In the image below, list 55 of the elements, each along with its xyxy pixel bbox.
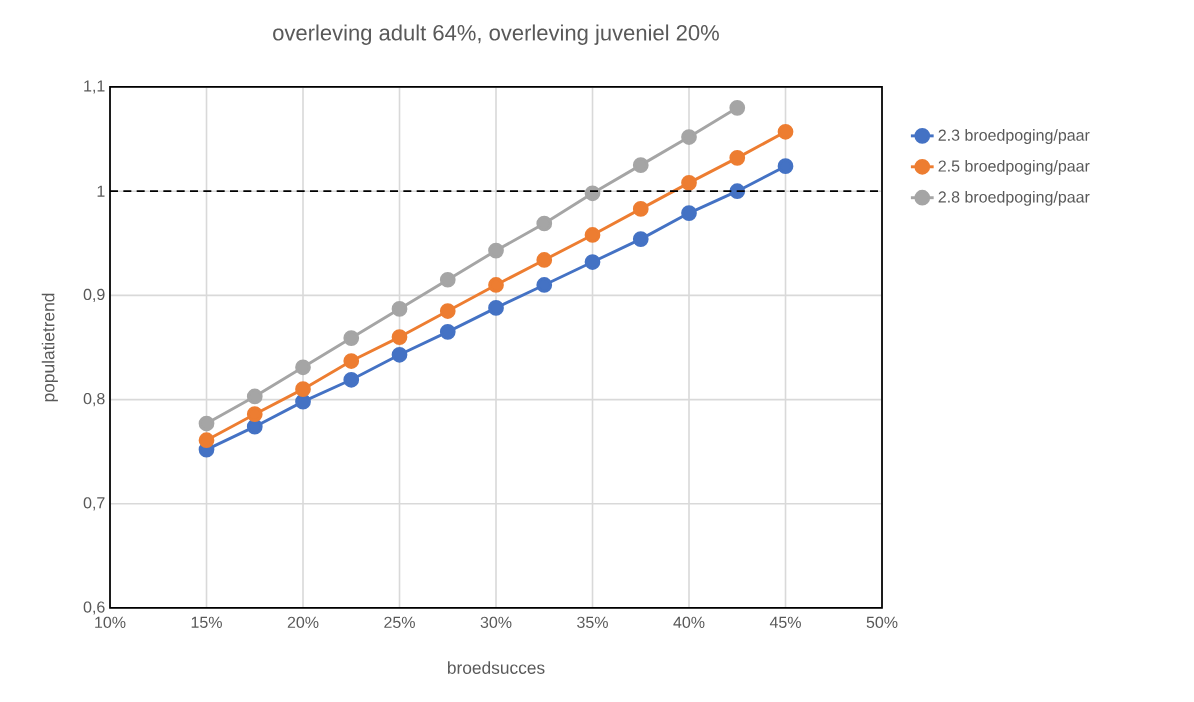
x-tick-label: 40% [673,616,705,629]
x-axis-title: broedsucces [447,661,545,674]
x-tick-label: 20% [287,616,319,629]
point [536,277,553,293]
point [681,129,697,145]
point [729,99,746,116]
y-axis-title: populatietrend [41,293,58,402]
point [729,149,746,166]
x-tick-label: 45% [769,616,801,628]
y-tick-label: 0,7 [83,497,105,511]
point [488,277,504,293]
x-tick-label: 25% [384,616,415,629]
point [584,254,601,270]
point [439,323,456,340]
legend-label: 2.8 broedpoging/paar [938,190,1090,206]
y-tick-label: 0,8 [83,392,105,407]
x-tick-label: 50% [866,616,898,629]
x-tick-label: 30% [480,616,512,629]
point [391,301,408,317]
point [584,227,601,243]
point [391,329,408,345]
point [198,432,215,449]
point [488,300,504,316]
point [343,371,360,388]
legend-label: 2.3 broedpoging/paar [938,129,1090,144]
point [536,252,553,268]
point [246,388,263,405]
point [295,393,311,410]
chart-title: overleving adult 64%, overleving juveniel 20% [273,24,719,45]
y-tick-label: 0,9 [83,288,105,302]
x-tick-label: 15% [191,616,222,628]
point [198,415,215,432]
point [343,353,360,369]
point [777,123,794,140]
point [439,271,456,288]
y-tick-label: 1 [97,185,105,197]
point [295,359,311,376]
point [391,346,408,363]
point [777,158,794,175]
point [632,231,649,247]
x-tick-label: 35% [577,616,608,629]
point [343,330,360,346]
point [681,174,697,191]
point [439,303,456,319]
x-tick-label: 10% [95,616,126,629]
y-tick-label: 0,6 [83,601,105,615]
legend-label: 2.5 broedpoging/paar [938,160,1090,175]
point [488,242,504,259]
point [632,157,649,174]
point [681,205,697,221]
point [632,201,649,217]
y-tick-label: 1,1 [84,80,105,94]
point [536,215,553,232]
point [246,406,263,423]
point [295,381,311,398]
